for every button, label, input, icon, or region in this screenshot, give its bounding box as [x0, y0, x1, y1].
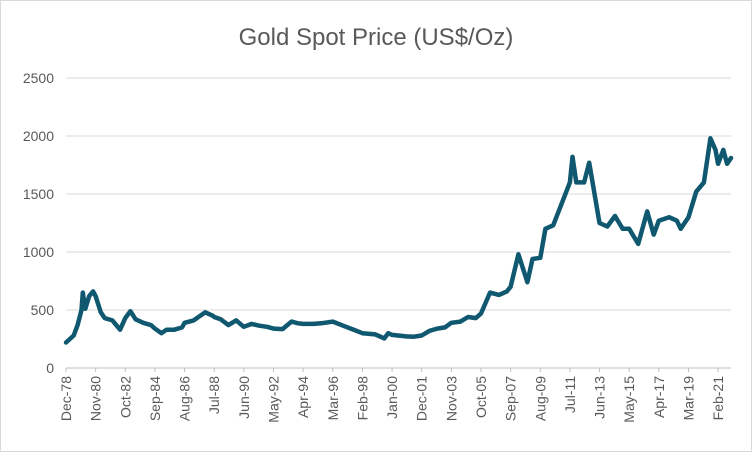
gridlines [66, 77, 731, 311]
x-tick-label: Dec-01 [414, 376, 430, 421]
x-tick-label: Dec-78 [58, 376, 74, 421]
x-tick-label: Mar-96 [325, 376, 341, 421]
x-tick-label: Nov-03 [443, 376, 459, 421]
x-tick-label: Oct-05 [473, 376, 489, 418]
x-tick-label: May-92 [265, 376, 281, 423]
gold-price-series-line [63, 136, 734, 345]
x-tick-label: Nov-80 [88, 376, 104, 421]
x-tick-label: Aug-86 [177, 376, 193, 421]
x-tick-label: Sep-07 [503, 376, 519, 421]
x-tick-label: Feb-21 [710, 376, 726, 421]
x-tick-label: Jan-00 [384, 376, 400, 419]
y-tick-label: 500 [31, 302, 55, 318]
y-tick-label: 0 [46, 360, 54, 376]
x-tick-label: May-15 [621, 376, 637, 423]
y-tick-label: 2000 [23, 128, 54, 144]
x-tick-label: Jul-88 [206, 376, 222, 414]
y-tick-label: 1000 [23, 244, 54, 260]
x-tick-label: Aug-09 [532, 376, 548, 421]
y-tick-label: 2500 [23, 70, 54, 86]
x-tick-label: Feb-98 [354, 376, 370, 421]
x-tick-label: Jul-11 [562, 376, 578, 413]
x-tick-label: Jun-13 [592, 376, 608, 419]
y-axis-ticks: 0 500 1000 1500 2000 2500 [23, 70, 54, 376]
x-tick-label: Jun-90 [236, 376, 252, 419]
y-tick-label: 1500 [23, 186, 54, 202]
x-tick-label: Oct-82 [117, 376, 133, 418]
x-axis-ticks: Dec-78 Nov-80 Oct-82 Sep-84 Aug-86 Jul-88 Jun-… [58, 368, 726, 423]
chart-title: Gold Spot Price (US$/Oz) [239, 24, 514, 51]
x-tick-label: Apr-94 [295, 376, 311, 418]
x-tick-label: Sep-84 [147, 376, 163, 421]
x-tick-label: Mar-19 [680, 376, 696, 421]
x-tick-label: Apr-17 [651, 376, 667, 418]
